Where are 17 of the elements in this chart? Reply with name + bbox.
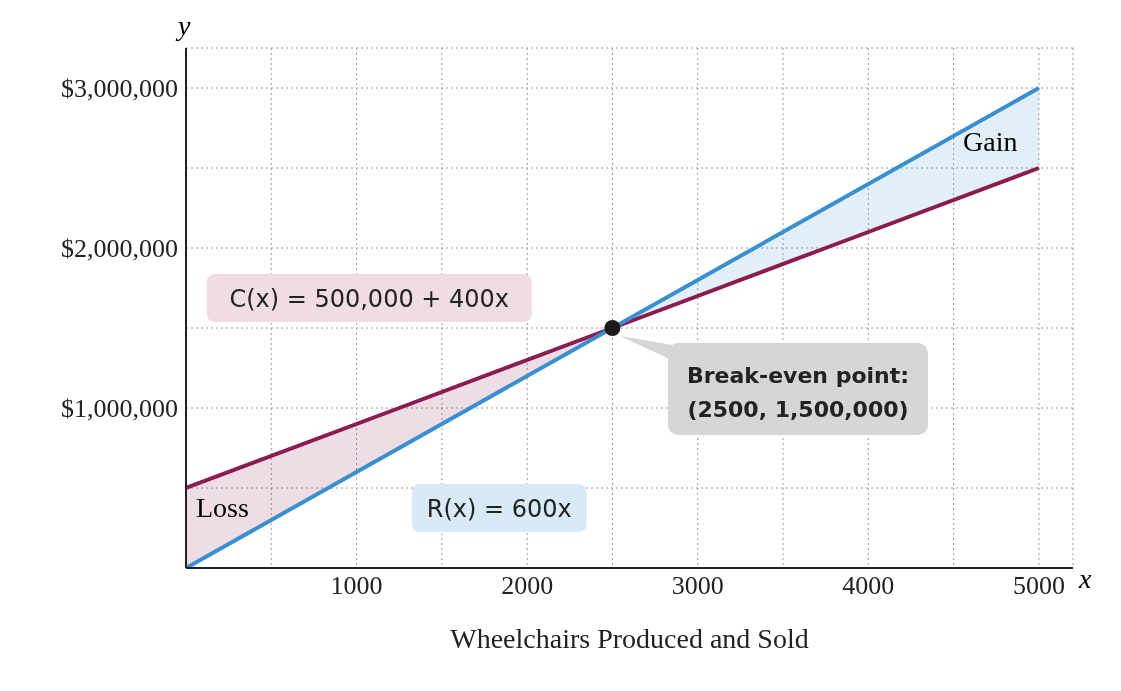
text: R(x) = 600x — [426, 495, 572, 523]
y-tick-label: $3,000,000 — [61, 74, 178, 104]
x-tick-label: 4000 — [842, 571, 895, 601]
text: x — [1079, 563, 1092, 595]
x-tick-label: 1000 — [330, 571, 383, 601]
x-tick-label: 3000 — [671, 571, 724, 601]
annotation: Break-even point: (2500, 1,500,000) — [686, 363, 910, 422]
text: C(x) = 500,000 + 400x — [229, 285, 510, 313]
annotation: Gain — [963, 126, 1018, 158]
x-axis-title: Wheelchairs Produced and Sold — [450, 623, 809, 654]
line-series — [186, 166, 1041, 490]
y-tick-label: $2,000,000 — [61, 234, 178, 264]
y-tick-label: $1,000,000 — [61, 394, 178, 424]
line-series — [186, 86, 1041, 568]
annotation: Loss — [196, 492, 249, 524]
x-tick-label: 5000 — [1012, 571, 1065, 601]
x-tick-label: 2000 — [501, 571, 554, 601]
